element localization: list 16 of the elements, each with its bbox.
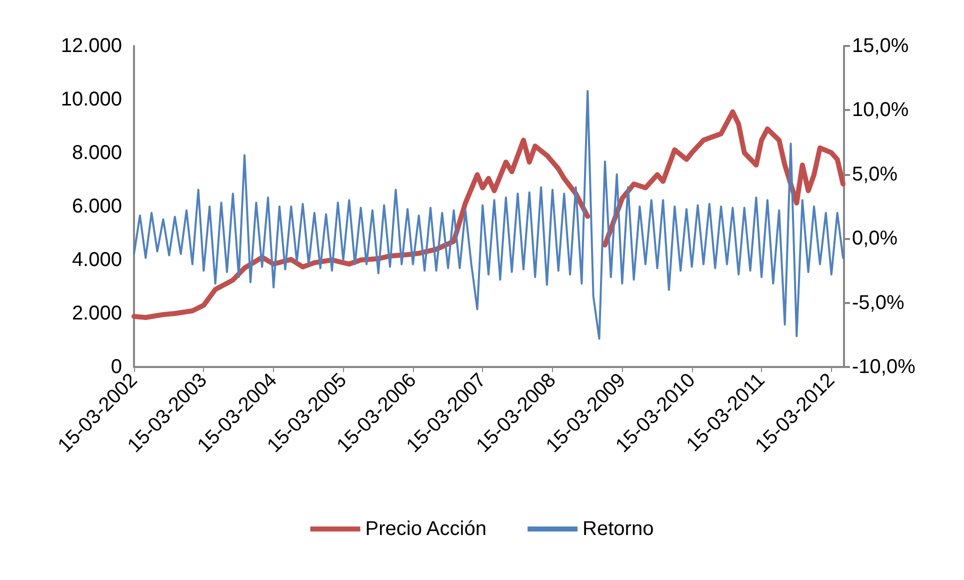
y2-tick-label: -10,0% — [852, 356, 916, 378]
y-tick-label: 4.000 — [72, 249, 122, 271]
y2-tick-label: -5,0% — [852, 292, 904, 314]
line-series — [133, 90, 844, 340]
y-tick-label: 6.000 — [72, 196, 122, 218]
y-tick-label: 8.000 — [72, 142, 122, 164]
y-tick-label: 12.000 — [60, 35, 122, 57]
legend-label: Precio Acción — [365, 518, 486, 540]
legend-label: Retorno — [582, 518, 654, 540]
y2-tick-label: 5,0% — [852, 163, 898, 186]
y2-tick-label: 0,0% — [852, 228, 898, 250]
y-tick-label: 0 — [110, 356, 122, 378]
y-tick-label: 10.000 — [60, 88, 122, 110]
y2-tick-label: 10,0% — [852, 99, 909, 122]
y2-tick-label: 15,0% — [852, 35, 909, 57]
y-tick-label: 2.000 — [72, 302, 122, 324]
